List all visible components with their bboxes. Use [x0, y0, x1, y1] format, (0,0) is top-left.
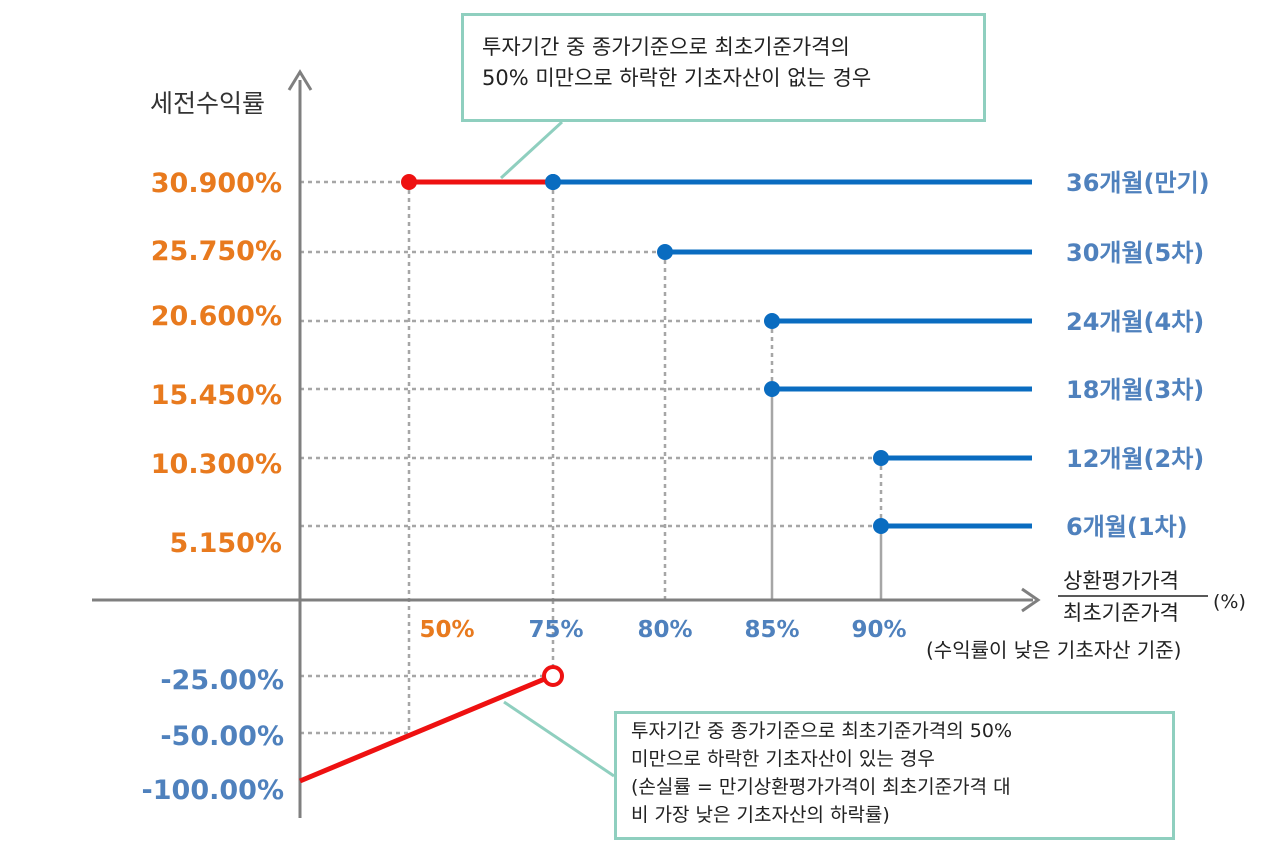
x-axis-unit: (%) — [1213, 591, 1246, 613]
note-line: 50% 미만으로 하락한 기초자산이 없는 경우 — [482, 66, 872, 90]
y-axis-arrow-icon — [287, 69, 313, 91]
x-tick-label: 50% — [419, 617, 474, 643]
tick-labels: 30.900% 25.750% 20.600% 15.450% 10.300% 5.150… — [142, 168, 907, 806]
series-label: 6개월(1차) — [1066, 513, 1188, 541]
x-axis-arrow-icon — [1021, 587, 1041, 613]
y-axis-label: 세전수익률 — [150, 89, 265, 118]
x-tick-label: 75% — [528, 617, 583, 643]
y-tick-label: -50.00% — [160, 721, 284, 752]
note-line: 비 가장 낮은 기초자산의 하락률) — [631, 804, 890, 826]
gridlines — [300, 180, 883, 735]
series-marker — [764, 313, 780, 329]
series-label: 36개월(만기) — [1066, 169, 1210, 197]
axes — [92, 69, 1208, 818]
note-line: 투자기간 중 종가기준으로 최초기준가격의 — [482, 35, 850, 59]
x-tick-label: 80% — [637, 617, 692, 643]
y-tick-label: 15.450% — [151, 380, 282, 411]
series-marker — [873, 518, 889, 534]
series-lines — [299, 174, 1032, 784]
note-line: 미만으로 하락한 기초자산이 있는 경우 — [631, 748, 935, 770]
series-label: 24개월(4차) — [1066, 308, 1204, 336]
series-labels: 36개월(만기) 30개월(5차) 24개월(4차) 18개월(3차) 12개월(2차)… — [1066, 169, 1210, 541]
y-tick-label: 20.600% — [151, 301, 282, 332]
y-tick-label: -100.00% — [142, 775, 284, 806]
breach-line — [299, 675, 548, 784]
y-tick-label: 30.900% — [151, 168, 282, 199]
series-label: 30개월(5차) — [1066, 239, 1204, 267]
note-connectors — [499, 120, 615, 778]
top-note-connector — [499, 120, 564, 180]
maturity-marker — [545, 174, 561, 190]
x-axis-label-bottom: 최초기준가격 — [1063, 601, 1179, 625]
breach-open-marker — [542, 665, 564, 687]
series-label: 12개월(2차) — [1066, 445, 1204, 473]
y-tick-label: 10.300% — [151, 449, 282, 480]
labels: 세전수익률 상환평가가격 최초기준가격 (%) (수익률이 낮은 기초자산 기준… — [150, 89, 1246, 662]
series-label: 18개월(3차) — [1066, 376, 1204, 404]
no-breach-note: 투자기간 중 종가기준으로 최초기준가격의 50% 미만으로 하락한 기초자산이… — [461, 13, 986, 122]
x-axis-note: (수익률이 낮은 기초자산 기준) — [926, 638, 1181, 662]
series-marker — [657, 244, 673, 260]
bottom-note-connector — [503, 700, 615, 778]
y-tick-label: -25.00% — [160, 665, 284, 696]
x-tick-label: 90% — [851, 617, 906, 643]
series-marker — [764, 381, 780, 397]
x-tick-label: 85% — [744, 617, 799, 643]
y-tick-label: 25.750% — [151, 236, 282, 267]
x-axis-label-top: 상환평가가격 — [1063, 569, 1179, 593]
no-breach-start-marker — [401, 174, 417, 190]
note-line: 투자기간 중 종가기준으로 최초기준가격의 50% — [631, 720, 1013, 742]
note-line: (손실률 = 만기상환평가가격이 최초기준가격 대 — [631, 776, 1011, 798]
series-marker — [873, 450, 889, 466]
y-tick-label: 5.150% — [170, 528, 282, 559]
breach-note: 투자기간 중 종가기준으로 최초기준가격의 50% 미만으로 하락한 기초자산이… — [614, 711, 1175, 840]
